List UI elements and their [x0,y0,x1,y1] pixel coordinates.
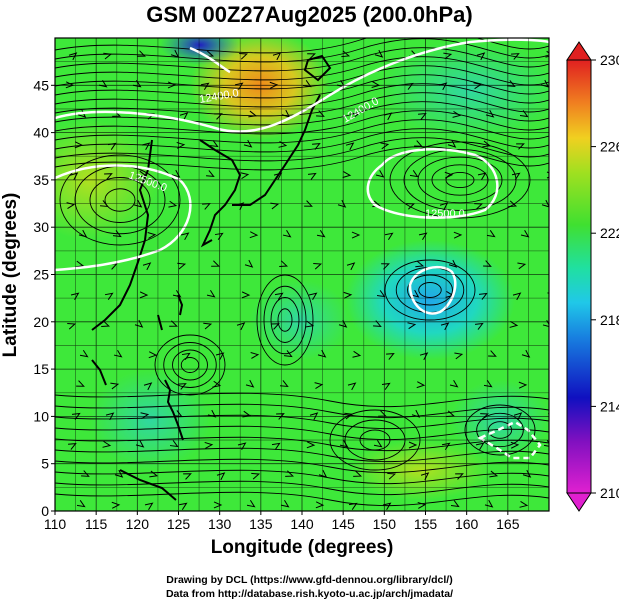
y-axis: 0 5 10 15 20 25 30 35 40 45 [33,77,55,519]
y-tick-label: 0 [41,503,49,519]
x-tick-label: 150 [373,516,397,532]
x-tick-label: 130 [208,516,232,532]
x-axis: 110 115 120 125 130 135 140 145 150 155 160 165 [44,511,520,532]
y-tick-label: 5 [41,456,49,472]
x-tick-label: 165 [496,516,520,532]
x-tick-label: 125 [167,516,191,532]
colorbar-tick-label: 210 [600,485,619,501]
colorbar-tick-label: 230 [600,52,619,68]
credit-data: Data from http://database.rish.kyoto-u.a… [165,588,454,600]
colorbar: 210 214 218 222 226 230 [566,41,619,512]
x-tick-label: 145 [331,516,355,532]
colorbar-tick-label: 214 [600,398,619,414]
y-tick-label: 30 [33,219,49,235]
height-contours [55,38,549,460]
colorbar-tick-label: 226 [600,139,619,155]
x-tick-label: 120 [126,516,150,532]
x-tick-label: 160 [455,516,479,532]
y-tick-label: 45 [33,77,49,93]
credit-drawing: Drawing by DCL (https://www.gfd-dennou.o… [166,574,453,586]
x-tick-label: 110 [44,516,67,532]
y-axis-label: Latitude (degrees) [0,192,21,358]
x-tick-label: 155 [414,516,438,532]
map-grid [55,38,549,511]
y-tick-label: 35 [33,172,49,188]
x-tick-label: 115 [85,516,108,532]
x-tick-label: 140 [290,516,314,532]
x-axis-label: Longitude (degrees) [210,537,394,558]
y-tick-label: 10 [33,408,49,424]
colorbar-tick-label: 218 [600,312,619,328]
y-tick-label: 15 [33,361,49,377]
y-tick-label: 25 [33,267,49,283]
map-title: GSM 00Z27Aug2025 (200.0hPa) [146,2,473,27]
colorbar-tick-label: 222 [600,225,619,241]
contour-label: 12500.0 [425,208,465,220]
x-tick-label: 135 [249,516,273,532]
y-tick-label: 40 [33,125,49,141]
y-tick-label: 20 [33,314,49,330]
